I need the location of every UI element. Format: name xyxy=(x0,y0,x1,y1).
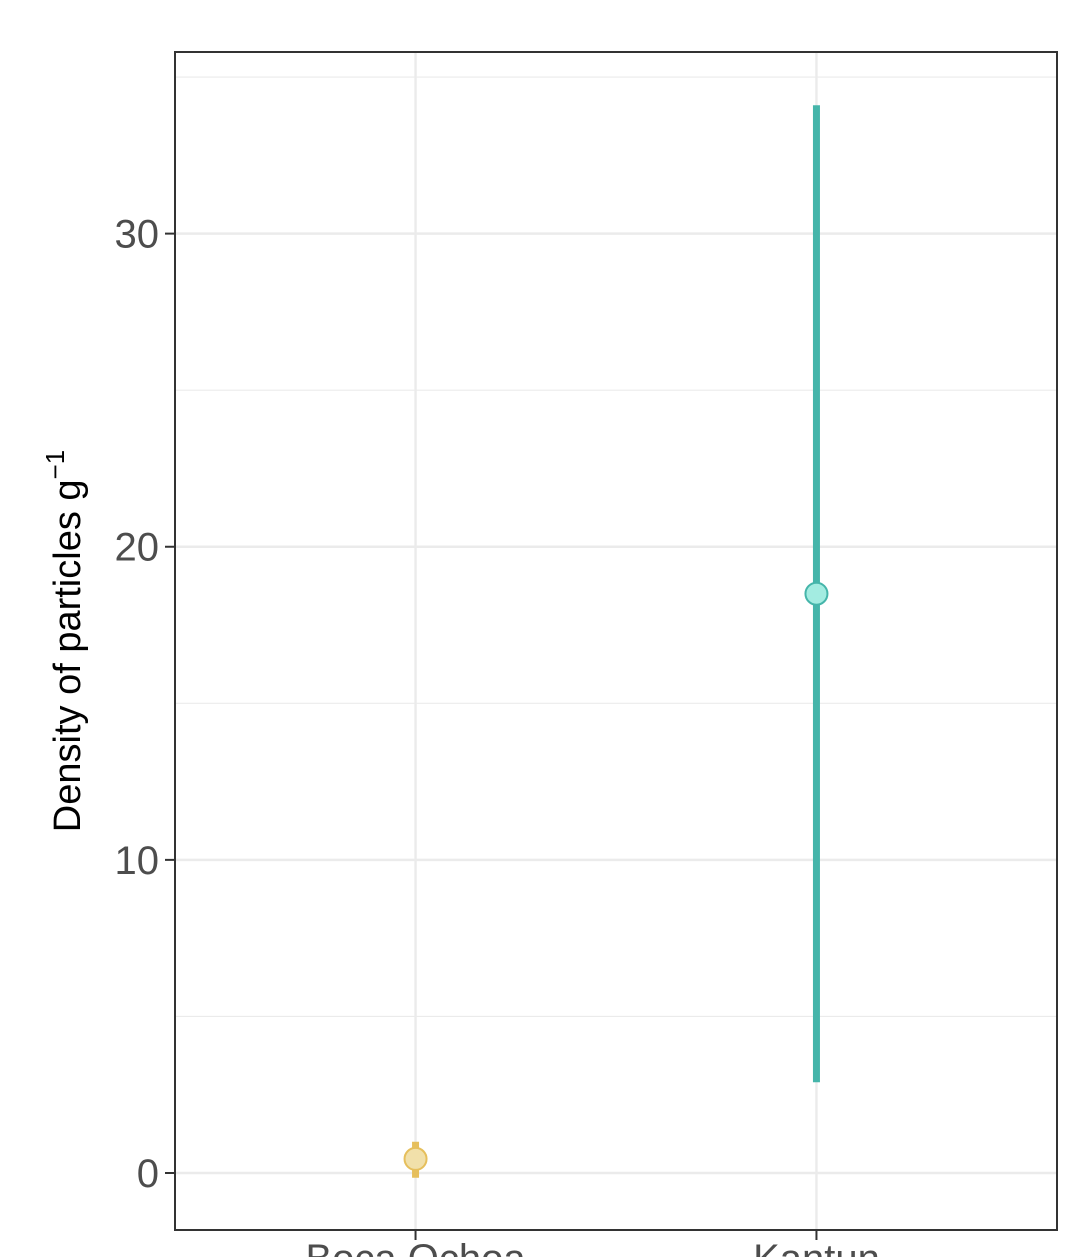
y-tick-label: 20 xyxy=(115,526,160,570)
x-tick-label: Kantun xyxy=(753,1237,880,1257)
y-axis-title-text: Density of particles g xyxy=(47,479,89,832)
panel-border xyxy=(174,51,1058,1231)
x-tick-label: Boca Ochoa xyxy=(305,1237,526,1257)
y-tick-label: 10 xyxy=(115,839,160,883)
y-axis-title-superscript: −1 xyxy=(40,450,70,480)
axes: 0 10 20 30 Boca Ochoa Kantun xyxy=(115,213,880,1257)
y-tick-label: 30 xyxy=(115,213,160,257)
y-axis-title: Density of particles g−1 xyxy=(40,450,89,832)
y-tick-label: 0 xyxy=(137,1152,159,1196)
point xyxy=(804,581,829,606)
point xyxy=(403,1146,428,1171)
marks xyxy=(403,105,829,1178)
